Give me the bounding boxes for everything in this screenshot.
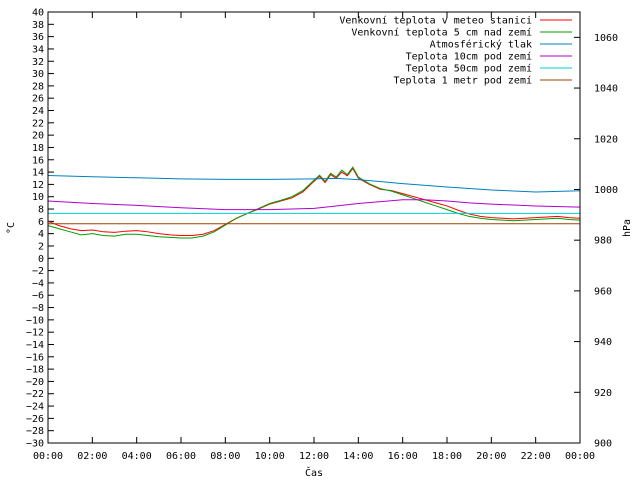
y-tick-left-label: 6 bbox=[38, 217, 44, 228]
series-line-2 bbox=[47, 166, 581, 239]
x-tick-label: 22:00 bbox=[521, 451, 551, 462]
x-axis-label: Čas bbox=[305, 466, 323, 479]
y-tick-right-label: 1060 bbox=[594, 33, 618, 44]
x-tick-label: 02:00 bbox=[77, 451, 107, 462]
y-tick-left-label: 22 bbox=[32, 118, 44, 129]
y-tick-left-label: 32 bbox=[32, 57, 44, 68]
series-layer bbox=[47, 166, 581, 239]
y-tick-right-label: 1040 bbox=[594, 84, 618, 95]
y-axis-label-left: °C bbox=[6, 222, 17, 234]
y-tick-left-label: 40 bbox=[32, 8, 44, 19]
legend: Venkovní teplota v meteo staniciVenkovní… bbox=[339, 15, 572, 87]
y-tick-left-label: −28 bbox=[26, 426, 44, 437]
legend-label-5: Teplota 50cm pod zemí bbox=[406, 63, 532, 75]
series-line-1 bbox=[47, 167, 581, 236]
legend-label-6: Teplota 1 metr pod zemí bbox=[394, 75, 532, 87]
y-tick-left-label: 12 bbox=[32, 180, 44, 191]
y-tick-left-label: −10 bbox=[26, 315, 44, 326]
y-tick-left-label: 36 bbox=[32, 32, 44, 43]
legend-label-1: Venkovní teplota v meteo stanici bbox=[339, 15, 532, 27]
y-tick-right-label: 1020 bbox=[594, 134, 618, 145]
x-tick-label: 06:00 bbox=[166, 451, 196, 462]
y-tick-left-label: 8 bbox=[38, 205, 44, 216]
y-tick-left-label: 24 bbox=[32, 106, 44, 117]
y-axis-label-right: hPa bbox=[622, 219, 633, 237]
y-tick-left-label: 34 bbox=[32, 44, 44, 55]
x-tick-label: 00:00 bbox=[33, 451, 63, 462]
legend-label-4: Teplota 10cm pod zemí bbox=[406, 51, 532, 63]
y-tick-left-label: 18 bbox=[32, 143, 44, 154]
x-tick-label: 18:00 bbox=[432, 451, 462, 462]
x-tick-label: 04:00 bbox=[122, 451, 152, 462]
legend-label-2: Venkovní teplota 5 cm nad zemí bbox=[351, 27, 532, 39]
y-tick-right-label: 920 bbox=[594, 388, 612, 399]
x-tick-label: 10:00 bbox=[255, 451, 285, 462]
y-tick-left-label: 0 bbox=[38, 254, 44, 265]
x-tick-label: 12:00 bbox=[299, 451, 329, 462]
x-tick-label: 08:00 bbox=[210, 451, 240, 462]
y-tick-right-label: 940 bbox=[594, 337, 612, 348]
y-tick-left-label: −26 bbox=[26, 414, 44, 425]
y-tick-right-label: 900 bbox=[594, 439, 612, 450]
y-tick-left-label: −2 bbox=[32, 266, 44, 277]
y-tick-left-label: −4 bbox=[32, 278, 44, 289]
y-tick-left-label: 14 bbox=[32, 168, 44, 179]
y-tick-right-label: 980 bbox=[594, 236, 612, 247]
y-tick-left-label: 20 bbox=[32, 131, 44, 142]
x-tick-label: 20:00 bbox=[476, 451, 506, 462]
tick-layer: −30−28−26−24−22−20−18−16−14−12−10−8−6−4−… bbox=[26, 8, 618, 463]
y-tick-left-label: −24 bbox=[26, 402, 44, 413]
y-tick-left-label: −18 bbox=[26, 365, 44, 376]
x-tick-label: 00:00 bbox=[565, 451, 595, 462]
y-tick-left-label: 2 bbox=[38, 241, 44, 252]
y-tick-left-label: 30 bbox=[32, 69, 44, 80]
y-tick-left-label: 26 bbox=[32, 94, 44, 105]
y-tick-left-label: 4 bbox=[38, 229, 44, 240]
x-tick-label: 16:00 bbox=[388, 451, 418, 462]
legend-label-3: Atmosférický tlak bbox=[430, 39, 532, 51]
y-tick-left-label: −30 bbox=[26, 439, 44, 450]
series-line-3 bbox=[47, 175, 581, 193]
y-tick-left-label: −20 bbox=[26, 377, 44, 388]
y-tick-left-label: −14 bbox=[26, 340, 44, 351]
y-tick-left-label: −22 bbox=[26, 389, 44, 400]
y-tick-left-label: 10 bbox=[32, 192, 44, 203]
series-line-4 bbox=[47, 199, 581, 211]
y-tick-right-label: 960 bbox=[594, 286, 612, 297]
y-tick-left-label: −6 bbox=[32, 291, 44, 302]
y-tick-left-label: −12 bbox=[26, 328, 44, 339]
y-tick-left-label: 28 bbox=[32, 81, 44, 92]
y-tick-left-label: 38 bbox=[32, 20, 44, 31]
y-tick-left-label: −16 bbox=[26, 352, 44, 363]
plot-frame bbox=[47, 11, 581, 444]
y-tick-left-label: −8 bbox=[32, 303, 44, 314]
y-tick-right-label: 1000 bbox=[594, 185, 618, 196]
y-tick-left-label: 16 bbox=[32, 155, 44, 166]
x-tick-label: 14:00 bbox=[343, 451, 373, 462]
